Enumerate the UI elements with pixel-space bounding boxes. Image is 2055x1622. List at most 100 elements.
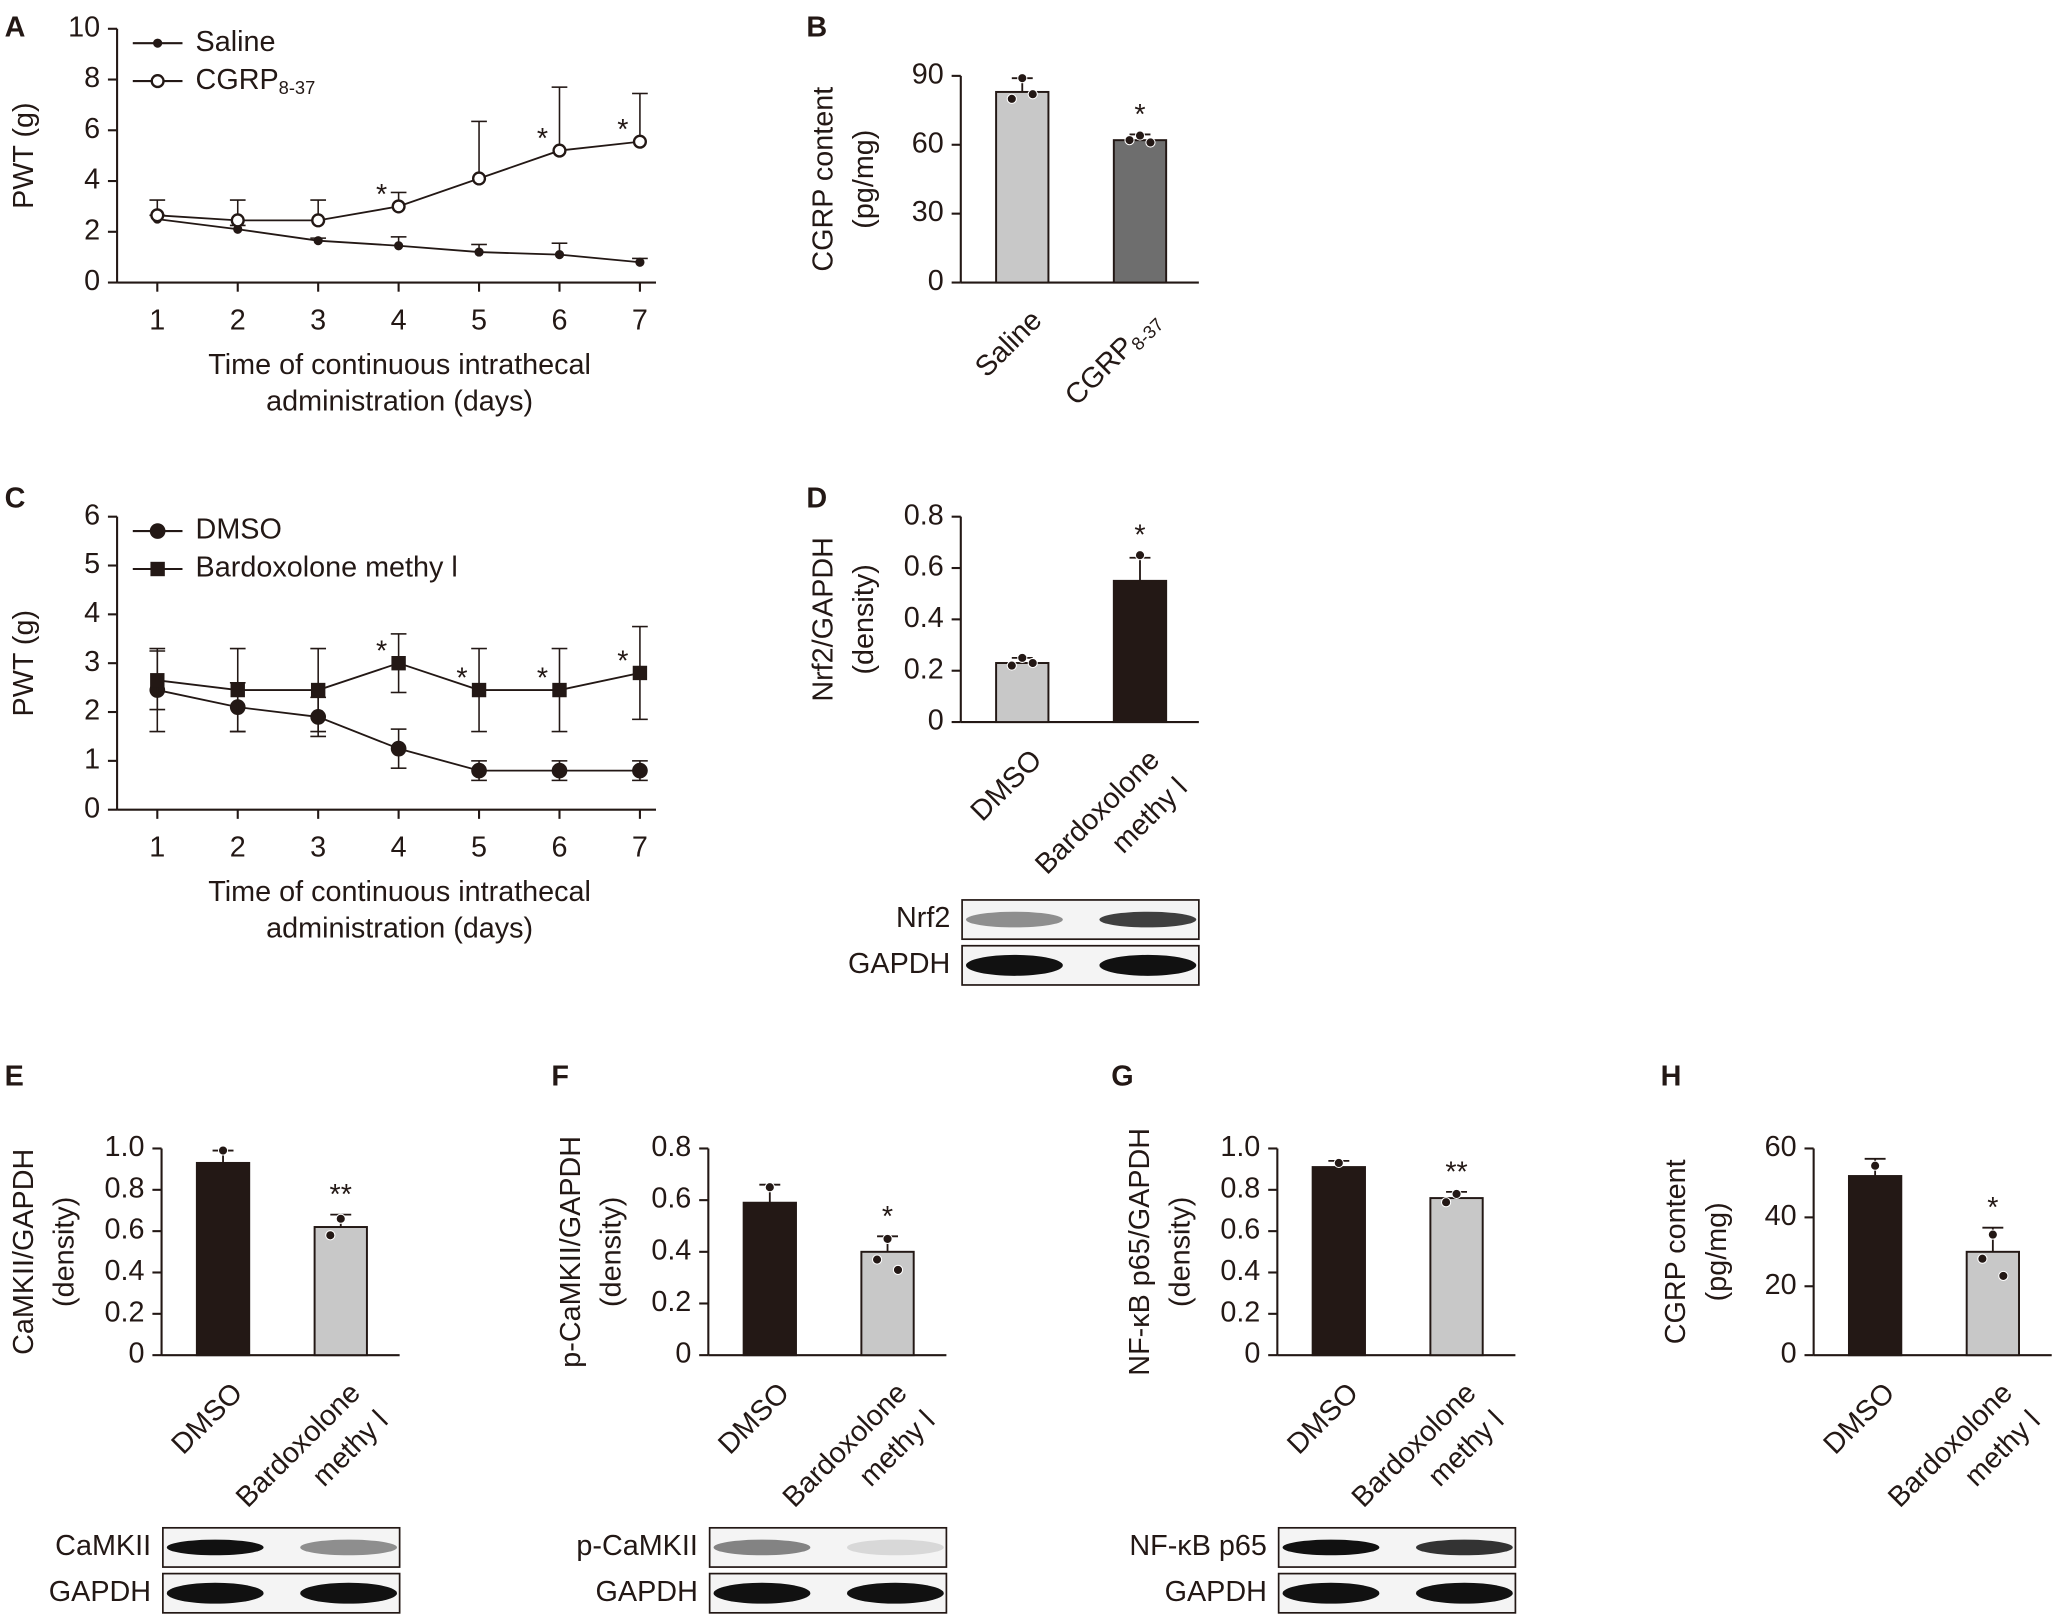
significance: * (617, 114, 628, 146)
blot-band (966, 954, 1063, 976)
blot-band (166, 1582, 264, 1604)
y-axis-label: (density) (595, 1197, 627, 1307)
data-point (1977, 1253, 1988, 1264)
data-point (1440, 1197, 1452, 1208)
panel-letter: F (551, 1061, 569, 1093)
y-tick-label: 3 (84, 646, 100, 678)
x-axis-label: administration (days) (266, 913, 533, 945)
marker (471, 171, 487, 186)
significance: * (617, 645, 628, 677)
blot-band (846, 1582, 944, 1604)
y-tick-label: 0.2 (651, 1286, 691, 1318)
y-tick-label: 0 (928, 265, 944, 297)
blot-band (966, 911, 1063, 928)
y-tick-label: 5 (84, 548, 100, 580)
y-axis-label: PWT (g) (8, 610, 40, 717)
blot-band (300, 1582, 398, 1604)
y-tick-label: 0 (1781, 1338, 1797, 1370)
y-axis-label: CaMKII/GAPDH (8, 1149, 40, 1355)
blot-band (846, 1539, 944, 1556)
y-tick-label: 60 (1765, 1131, 1797, 1163)
x-tick-label: 6 (551, 304, 567, 336)
marker (635, 257, 645, 267)
panel-letter: G (1111, 1061, 1133, 1093)
bar (995, 662, 1050, 724)
x-tick-label: 2 (230, 832, 246, 864)
marker (632, 762, 648, 779)
bar (1429, 1197, 1484, 1357)
marker (471, 762, 487, 779)
bar (995, 90, 1050, 284)
y-tick-label: 0.8 (1220, 1172, 1260, 1204)
bar (1311, 1166, 1366, 1357)
marker (150, 561, 165, 577)
marker (471, 682, 487, 698)
bar (195, 1161, 251, 1357)
significance: * (537, 662, 548, 694)
bar (1847, 1175, 1903, 1357)
y-tick-label: 0.2 (105, 1296, 145, 1328)
marker (391, 199, 406, 214)
y-tick-label: 0.4 (1220, 1255, 1260, 1287)
significance: * (1134, 520, 1145, 552)
y-axis-label: PWT (g) (8, 102, 40, 209)
x-tick-label: 3 (310, 304, 326, 336)
x-tick-label: Saline (969, 304, 1048, 383)
y-axis-label: (density) (848, 564, 880, 674)
data-point (1870, 1160, 1881, 1171)
x-tick-label: 7 (632, 832, 648, 864)
legend-label: DMSO (196, 514, 282, 546)
y-tick-label: 0 (129, 1338, 145, 1370)
y-tick-label: 0.4 (105, 1255, 145, 1287)
y-axis-label: Nrf2/GAPDH (807, 537, 839, 702)
y-tick-label: 0.8 (105, 1172, 145, 1204)
marker (310, 682, 326, 698)
x-axis-label: administration (days) (266, 385, 533, 417)
x-axis-label: Time of continuous intrathecal (208, 349, 591, 381)
blot-band (300, 1539, 398, 1556)
blot-band (1099, 911, 1197, 928)
y-tick-label: 0.8 (651, 1131, 691, 1163)
significance: * (1987, 1192, 1998, 1224)
y-tick-label: 1 (84, 743, 100, 775)
legend-label-sub: 8-37 (279, 77, 316, 98)
marker (230, 682, 245, 698)
data-point (1027, 657, 1038, 669)
blot-label: GAPDH (596, 1576, 698, 1608)
x-tick-label: 1 (149, 832, 165, 864)
x-tick-label: 3 (310, 832, 326, 864)
x-tick-label: CGRP8-37 (1059, 304, 1168, 413)
data-point (1998, 1270, 2009, 1282)
data-point (882, 1233, 893, 1245)
y-tick-label: 2 (84, 214, 100, 246)
y-tick-label: 60 (912, 127, 944, 159)
y-tick-label: 0.6 (904, 551, 944, 583)
data-point (892, 1264, 904, 1276)
legend-label: Saline (196, 26, 276, 58)
marker (391, 655, 406, 671)
y-axis-label: (pg/mg) (848, 130, 880, 229)
significance: * (537, 123, 548, 155)
blot-band (713, 1539, 811, 1556)
y-tick-label: 10 (68, 11, 100, 43)
panel-letter: A (5, 12, 26, 44)
y-tick-label: 30 (912, 196, 944, 228)
y-tick-label: 0 (1244, 1338, 1260, 1370)
y-axis-label: p-CaMKII/GAPDH (555, 1136, 587, 1368)
marker (153, 38, 163, 48)
blot-label: Nrf2 (896, 902, 950, 934)
y-tick-label: 6 (84, 499, 100, 531)
y-tick-label: 1.0 (105, 1131, 145, 1163)
x-tick-label: DMSO (712, 1377, 796, 1461)
legend-label-main: CGRP (196, 64, 279, 96)
data-point (1006, 93, 1017, 104)
bar (1965, 1250, 2020, 1357)
x-tick-label: DMSO (1817, 1377, 1901, 1461)
blot-label: p-CaMKII (576, 1530, 697, 1562)
marker (552, 143, 567, 158)
x-tick-label: 2 (230, 304, 246, 336)
x-tick-label: 6 (551, 832, 567, 864)
y-axis-label: CGRP content (1660, 1159, 1692, 1344)
y-tick-label: 40 (1765, 1200, 1797, 1232)
blot-band (1282, 1539, 1380, 1556)
